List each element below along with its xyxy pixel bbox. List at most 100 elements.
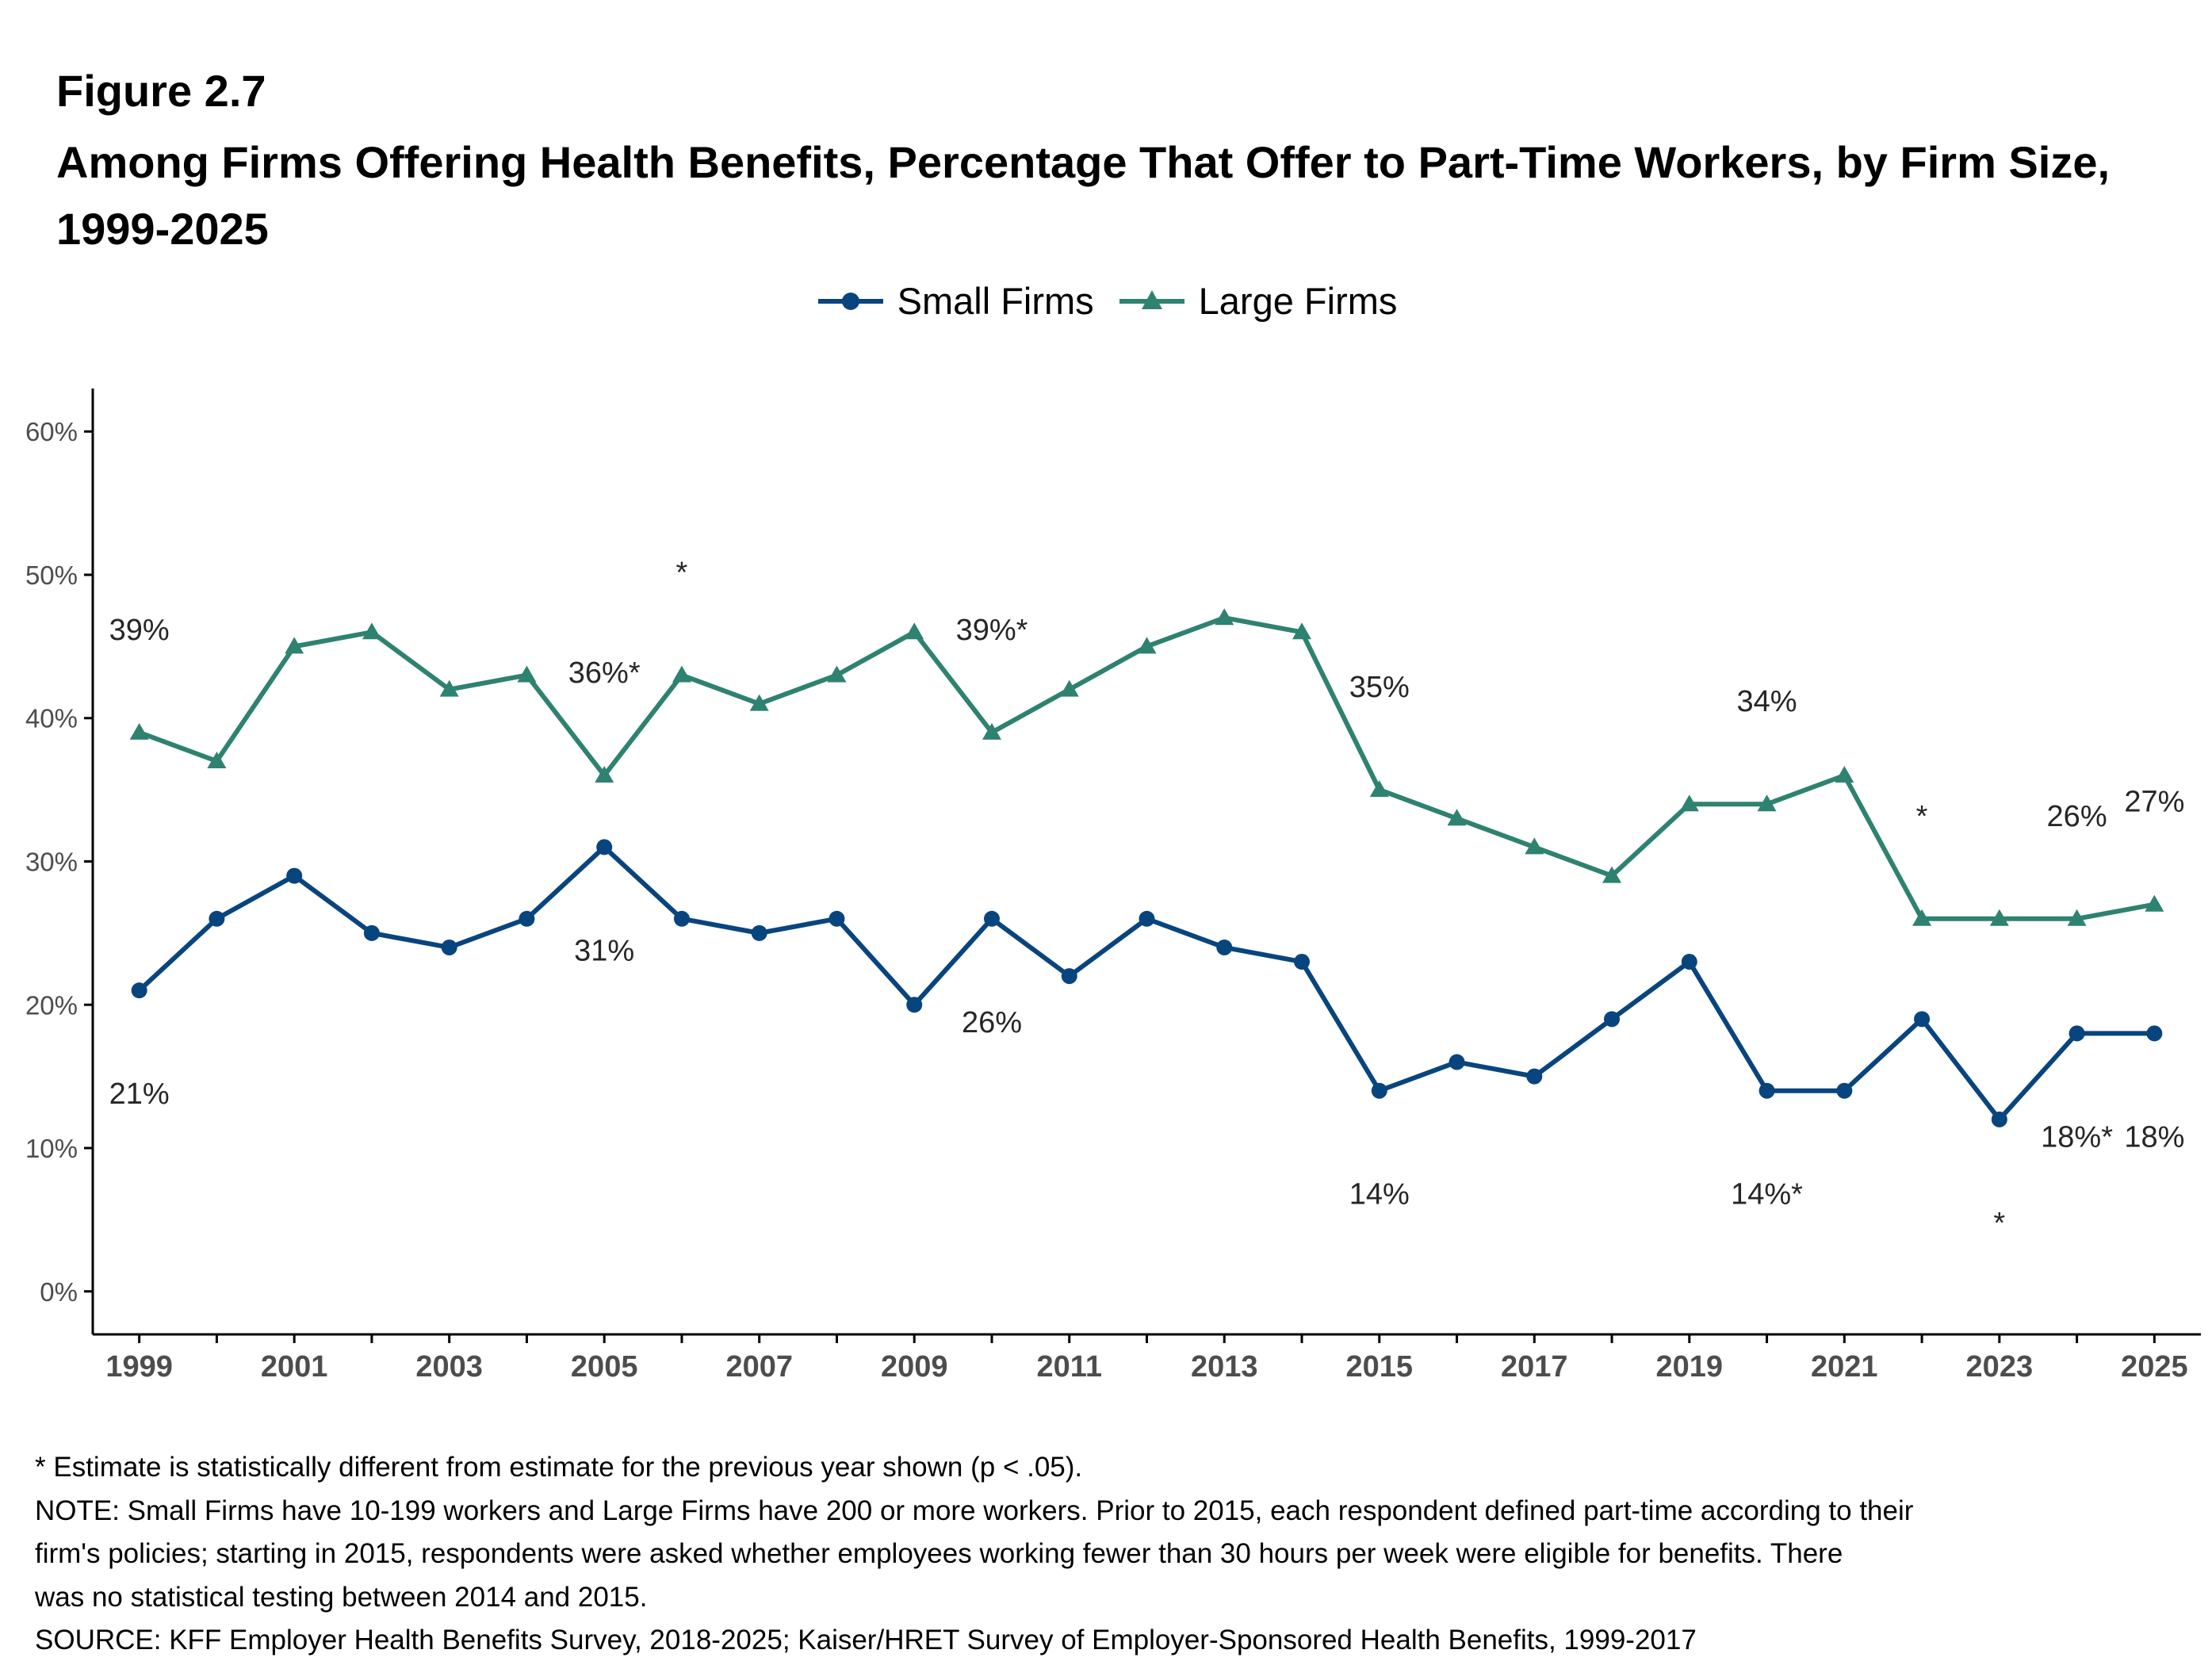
point-large-firms [1679,794,1699,812]
x-tick-label: 2009 [881,1350,948,1384]
point-small-firms [1681,954,1697,970]
point-large-firms [2067,909,2087,926]
point-small-firms [906,997,923,1013]
point-small-firms [983,910,1000,927]
point-small-firms [209,910,225,927]
footnote-note-line3: was no statistical testing between 2014 … [35,1581,648,1613]
chart-lines [137,615,2155,1122]
point-small-firms [441,939,457,955]
data-label: 27% [2124,786,2184,819]
point-small-firms [1759,1082,1775,1099]
point-large-firms [1447,809,1467,826]
point-large-firms [1137,637,1157,654]
data-label: 36%* [568,656,641,690]
data-label: 14% [1349,1178,1410,1211]
point-small-firms [2146,1025,2163,1042]
point-small-firms [1449,1054,1465,1070]
point-small-firms [751,924,767,941]
point-small-firms [1914,1011,1931,1028]
point-small-firms [673,910,690,927]
data-label: 31% [574,934,634,967]
data-label: 18% [2124,1120,2184,1154]
data-label: 39%* [956,614,1028,647]
legend-item-large-firms: Large Firms [1116,279,1398,323]
chart-data-labels: 39% 36%* * 39%* 35% 34% * 26% 27% 21% 31% 26% 14% 14%… [109,557,2185,1240]
point-large-firms [1369,780,1389,798]
point-small-firms [1604,1011,1621,1028]
x-tick-label: 2003 [415,1350,483,1384]
point-large-firms [905,622,924,640]
y-tick-label: 10% [25,1134,78,1163]
point-small-firms [1526,1068,1543,1085]
data-label: 18%* [2041,1120,2113,1154]
data-label: 35% [1349,671,1410,704]
x-tick-label: 1999 [105,1350,173,1384]
x-tick-label: 2023 [1966,1350,2034,1384]
x-tick-label: 2021 [1811,1350,1878,1384]
legend-label-large-firms: Large Firms [1198,280,1398,322]
point-large-firms [672,665,691,683]
point-small-firms [1991,1111,2007,1127]
point-small-firms [1371,1082,1387,1099]
data-label: 26% [2047,800,2107,833]
point-small-firms [1139,910,1155,927]
point-small-firms [131,982,147,999]
figure-number: Figure 2.7 [56,66,266,116]
footnote-note-line1: NOTE: Small Firms have 10-199 workers an… [35,1495,1914,1526]
point-small-firms [1294,954,1311,970]
point-small-firms [1836,1082,1853,1099]
data-label: * [1993,1207,2005,1240]
chart-legend: Small Firms Large Firms [0,279,2212,323]
point-large-firms [1602,866,1622,883]
footnote-source: SOURCE: KFF Employer Health Benefits Sur… [35,1625,1697,1655]
point-large-firms [1912,909,1932,926]
x-tick-label: 2025 [2121,1350,2188,1384]
data-label: 21% [109,1077,170,1111]
point-large-firms [439,679,459,697]
point-small-firms [286,867,303,884]
x-tick-label: 2007 [725,1350,793,1384]
x-tick-label: 2011 [1037,1350,1102,1384]
line-chart: 0% 10% 20% 30% 40% 50% 60% 1999 2001 2003 2005 2007… [25,388,2201,1384]
series-line-large-firms [138,615,2155,921]
point-large-firms [1292,622,1312,640]
point-large-firms [1525,837,1544,855]
point-small-firms [363,924,380,941]
point-large-firms [517,665,537,683]
data-label: 14%* [1731,1178,1803,1211]
point-small-firms [519,910,535,927]
point-large-firms [827,665,847,683]
data-label: * [676,557,688,590]
data-label: * [1916,800,1928,833]
series-line-small-firms [137,844,2155,1122]
legend-key-circle-icon [817,292,883,310]
chart-axes: 0% 10% 20% 30% 40% 50% 60% 1999 2001 2003 2005 2007… [25,388,2201,1384]
point-large-firms [362,622,381,640]
y-tick-label: 20% [25,990,78,1020]
x-tick-label: 2005 [571,1350,638,1384]
point-small-firms [1216,939,1233,955]
chart-points [129,608,2164,1127]
data-label: 26% [962,1006,1022,1039]
legend-item-small-firms: Small Firms [815,279,1094,323]
point-large-firms [2145,894,2164,912]
x-tick-label: 2013 [1191,1350,1258,1384]
footnote-note-line2: firm's policies; starting in 2015, respo… [35,1538,1843,1569]
point-large-firms [982,722,1001,740]
point-large-firms [1757,794,1777,812]
footnote-significance: * Estimate is statistically different fr… [35,1452,1083,1483]
point-small-firms [829,910,845,927]
x-tick-label: 2019 [1656,1350,1724,1384]
y-tick-label: 30% [25,848,78,877]
point-large-firms [595,766,614,783]
data-label: 34% [1737,685,1797,718]
legend-key-triangle-icon [1119,289,1184,309]
point-large-firms [207,751,227,768]
point-large-firms [1215,608,1234,626]
point-large-firms [285,637,304,654]
point-small-firms [596,839,613,855]
y-tick-label: 40% [25,704,78,733]
y-tick-label: 50% [25,561,78,590]
point-small-firms [2068,1025,2085,1042]
point-large-firms [749,694,769,711]
